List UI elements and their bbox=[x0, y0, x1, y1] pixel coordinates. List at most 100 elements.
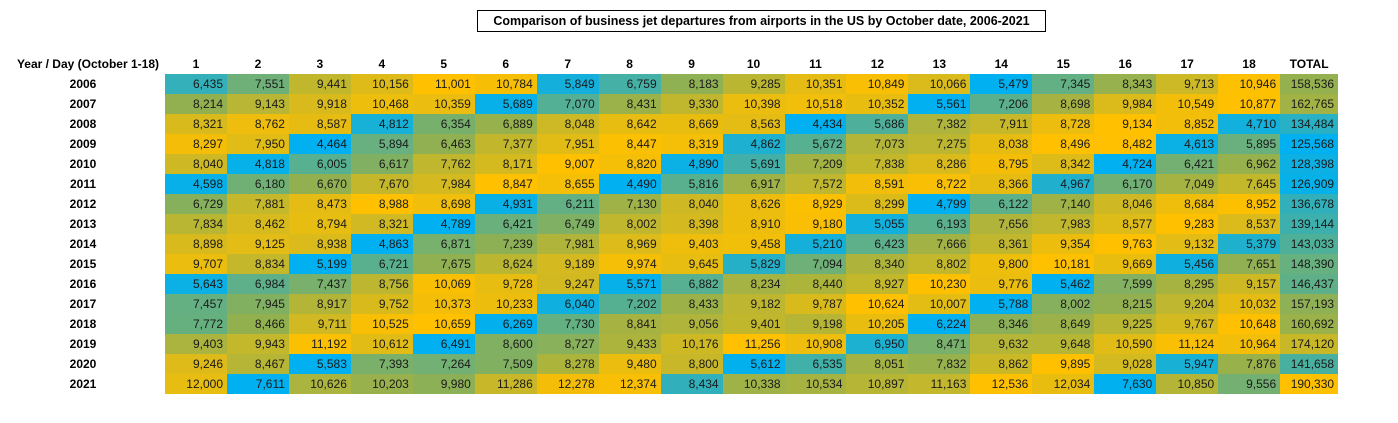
heatmap-cell: 5,462 bbox=[1032, 274, 1095, 294]
heatmap-cell: 4,598 bbox=[165, 174, 227, 194]
heatmap-cell: 6,749 bbox=[536, 214, 599, 234]
heatmap-cell: 4,863 bbox=[350, 234, 413, 254]
heatmap-cell: 9,246 bbox=[165, 354, 227, 374]
heatmap-cell: 4,789 bbox=[412, 214, 475, 234]
row-label-year: 2020 bbox=[69, 357, 97, 371]
heatmap-total-cell: 125,568 bbox=[1280, 134, 1339, 154]
heatmap-cell: 8,040 bbox=[660, 194, 723, 214]
heatmap-cell: 4,613 bbox=[1156, 134, 1219, 154]
heatmap-total-cell: 126,909 bbox=[1280, 174, 1339, 194]
heatmap-cell: 8,600 bbox=[474, 334, 537, 354]
heatmap-cell: 10,398 bbox=[722, 94, 785, 114]
heatmap-cell: 7,950 bbox=[226, 134, 289, 154]
heatmap-cell: 8,862 bbox=[970, 354, 1033, 374]
heatmap-cell: 11,286 bbox=[474, 374, 537, 394]
heatmap-cell: 6,535 bbox=[784, 354, 847, 374]
heatmap-cell: 7,509 bbox=[474, 354, 537, 374]
heatmap-cell: 9,143 bbox=[226, 94, 289, 114]
heatmap-cell: 6,354 bbox=[412, 114, 475, 134]
col-header-day: 8 bbox=[626, 57, 633, 71]
heatmap-cell: 10,659 bbox=[412, 314, 475, 334]
heatmap-cell: 7,572 bbox=[784, 174, 847, 194]
col-header-day: 12 bbox=[870, 57, 885, 71]
row-label-year: 2019 bbox=[69, 337, 97, 351]
heatmap-cell: 10,784 bbox=[474, 74, 537, 94]
heatmap-cell: 8,466 bbox=[226, 314, 289, 334]
heatmap-cell: 12,278 bbox=[536, 374, 599, 394]
heatmap-cell: 10,897 bbox=[846, 374, 909, 394]
heatmap-cell: 8,051 bbox=[846, 354, 909, 374]
heatmap-cell: 6,729 bbox=[165, 194, 227, 214]
heatmap-cell: 9,556 bbox=[1218, 374, 1281, 394]
header-row: Year / Day (October 1-18) 1 2 3 4 5 6 7 8 9 10 11 1… bbox=[0, 54, 1360, 74]
heatmap-total-cell: 174,120 bbox=[1280, 334, 1339, 354]
heatmap-cell: 4,890 bbox=[660, 154, 723, 174]
heatmap-cell: 8,655 bbox=[536, 174, 599, 194]
heatmap-cell: 10,352 bbox=[846, 94, 909, 114]
heatmap-cell: 8,938 bbox=[288, 234, 351, 254]
table-row: 2008 8,321 8,762 8,587 4,812 6,354 6,889 8,048 8… bbox=[0, 114, 1360, 134]
heatmap-cell: 9,943 bbox=[226, 334, 289, 354]
heatmap-cell: 9,330 bbox=[660, 94, 723, 114]
heatmap-cell: 8,728 bbox=[1032, 114, 1095, 134]
heatmap-cell: 6,463 bbox=[412, 134, 475, 154]
heatmap-cell: 5,686 bbox=[846, 114, 909, 134]
row-label-year: 2014 bbox=[69, 237, 97, 251]
heatmap-cell: 5,571 bbox=[598, 274, 661, 294]
heatmap-cell: 10,964 bbox=[1218, 334, 1281, 354]
heatmap-cell: 6,917 bbox=[722, 174, 785, 194]
table-row: 2020 9,246 8,467 5,583 7,393 7,264 7,509 8,278 9… bbox=[0, 354, 1360, 374]
heatmap-cell: 8,342 bbox=[1032, 154, 1095, 174]
heatmap-cell: 8,537 bbox=[1218, 214, 1281, 234]
heatmap-cell: 8,431 bbox=[598, 94, 661, 114]
heatmap-cell: 11,192 bbox=[288, 334, 351, 354]
heatmap-cell: 6,269 bbox=[474, 314, 537, 334]
heatmap-cell: 9,767 bbox=[1156, 314, 1219, 334]
heatmap-cell: 8,471 bbox=[908, 334, 971, 354]
heatmap-cell: 7,951 bbox=[536, 134, 599, 154]
col-header-day: 6 bbox=[502, 57, 510, 71]
heatmap-cell: 8,969 bbox=[598, 234, 661, 254]
table-row: 2019 9,403 9,943 11,192 10,612 6,491 8,600 8,72… bbox=[0, 334, 1360, 354]
heatmap-cell: 10,069 bbox=[412, 274, 475, 294]
heatmap-cell: 9,433 bbox=[598, 334, 661, 354]
heatmap-cell: 9,980 bbox=[412, 374, 475, 394]
heatmap-cell: 8,171 bbox=[474, 154, 537, 174]
col-header-day: 13 bbox=[932, 57, 947, 71]
heatmap-cell: 8,321 bbox=[165, 114, 227, 134]
heatmap-cell: 9,632 bbox=[970, 334, 1033, 354]
heatmap-cell: 7,599 bbox=[1094, 274, 1157, 294]
col-header-day: 14 bbox=[994, 57, 1008, 71]
heatmap-cell: 8,440 bbox=[784, 274, 847, 294]
heatmap-cell: 8,297 bbox=[165, 134, 227, 154]
heatmap-cell: 6,193 bbox=[908, 214, 971, 234]
heatmap-cell: 5,689 bbox=[474, 94, 537, 114]
heatmap-cell: 8,577 bbox=[1094, 214, 1157, 234]
heatmap-cell: 6,871 bbox=[412, 234, 475, 254]
heatmap-cell: 8,624 bbox=[474, 254, 537, 274]
table-row: 2006 6,435 7,551 9,441 10,156 11,001 10,784 5,8… bbox=[0, 74, 1360, 94]
heatmap-cell: 10,849 bbox=[846, 74, 909, 94]
heatmap-cell: 8,299 bbox=[846, 194, 909, 214]
col-header-day: 9 bbox=[688, 57, 695, 71]
heatmap-cell: 8,462 bbox=[226, 214, 289, 234]
heatmap-cell: 5,199 bbox=[288, 254, 351, 274]
heatmap-cell: 8,278 bbox=[536, 354, 599, 374]
heatmap-cell: 9,645 bbox=[660, 254, 723, 274]
heatmap-cell: 6,882 bbox=[660, 274, 723, 294]
table-row: 2010 8,040 4,818 6,005 6,617 7,762 8,171 9,007 8… bbox=[0, 154, 1360, 174]
col-header-day: 7 bbox=[564, 57, 571, 71]
heatmap-cell: 5,849 bbox=[536, 74, 599, 94]
row-label-year: 2011 bbox=[69, 177, 97, 191]
heatmap-cell: 8,988 bbox=[350, 194, 413, 214]
heatmap-cell: 7,911 bbox=[970, 114, 1033, 134]
heatmap-cell: 8,795 bbox=[970, 154, 1033, 174]
col-header-day: 1 bbox=[192, 57, 200, 71]
row-label-year: 2007 bbox=[69, 97, 97, 111]
heatmap-cell: 6,040 bbox=[536, 294, 599, 314]
heatmap-cell: 8,820 bbox=[598, 154, 661, 174]
table-row: 2011 4,598 6,180 6,670 7,670 7,984 8,847 8,655 4… bbox=[0, 174, 1360, 194]
heatmap-cell: 6,211 bbox=[536, 194, 599, 214]
heatmap-cell: 8,898 bbox=[165, 234, 227, 254]
heatmap-cell: 7,377 bbox=[474, 134, 537, 154]
